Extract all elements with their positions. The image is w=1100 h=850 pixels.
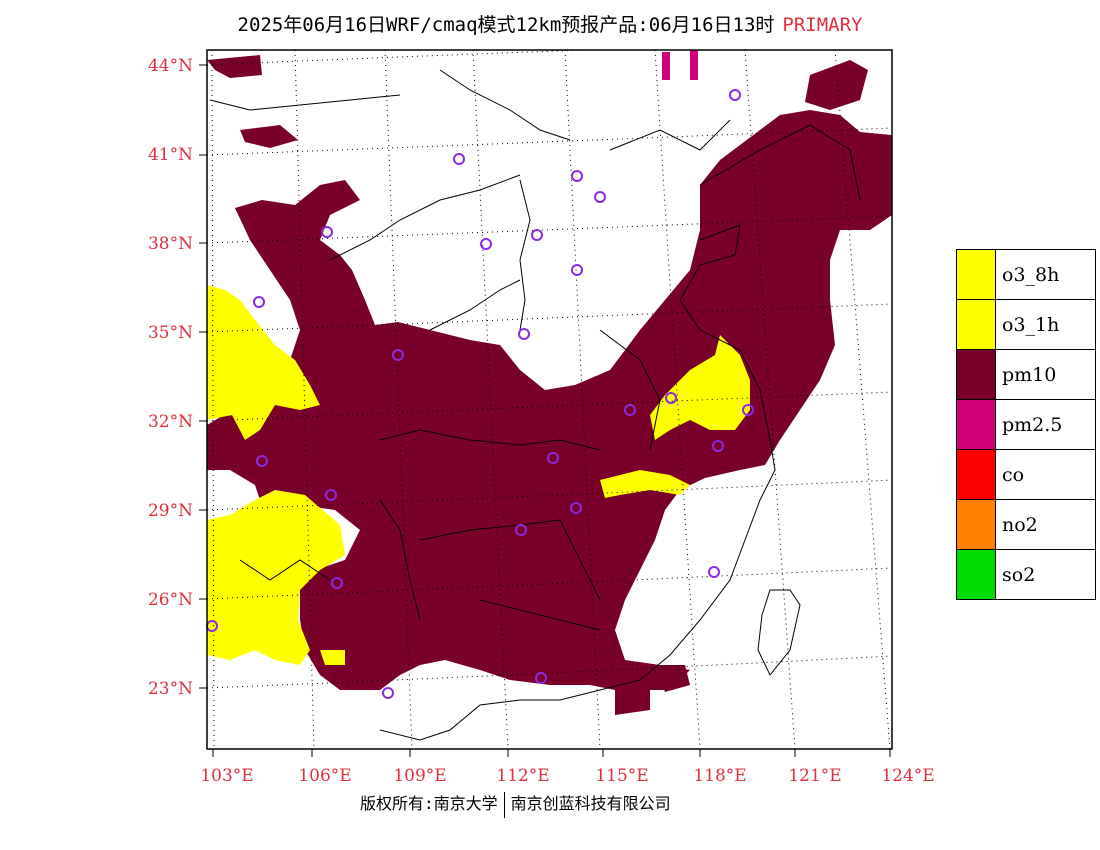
lon-label: 109°E [393, 766, 446, 786]
lat-label: 41°N [148, 145, 193, 165]
legend-swatch [957, 300, 996, 349]
pm10-patch [240, 125, 298, 148]
legend-label: no2 [1002, 513, 1038, 536]
station-marker [535, 672, 547, 684]
legend-swatch [957, 450, 996, 499]
pm10-patch [805, 60, 868, 110]
legend-item-pm10: pm10 [956, 349, 1096, 399]
title-tag: PRIMARY [782, 14, 863, 36]
lat-label: 32°N [148, 412, 193, 432]
legend-label: pm2.5 [1002, 413, 1063, 436]
lon-label: 118°E [693, 766, 746, 786]
station-marker [712, 440, 724, 452]
station-marker [480, 238, 492, 250]
station-marker [531, 229, 543, 241]
lat-label: 44°N [148, 56, 193, 76]
station-marker [571, 264, 583, 276]
station-marker [253, 296, 265, 308]
station-marker [453, 153, 465, 165]
legend: o3_8h o3_1h pm10 pm2.5 co no2 so2 [956, 249, 1096, 600]
legend-item-o3-8h: o3_8h [956, 249, 1096, 299]
o3-region [650, 335, 750, 440]
graticule [207, 50, 892, 749]
legend-item-pm25: pm2.5 [956, 399, 1096, 449]
station-marker [382, 687, 394, 699]
pm10-patch [207, 55, 262, 78]
longitude-labels: 103°E 106°E 109°E 112°E 115°E 118°E 121°… [200, 766, 934, 786]
legend-item-o3-1h: o3_1h [956, 299, 1096, 349]
station-marker [515, 524, 527, 536]
map-content [207, 50, 892, 749]
o3-region [600, 470, 690, 498]
lat-label: 35°N [148, 323, 193, 343]
station-marker [321, 226, 333, 238]
o3-region [207, 490, 345, 665]
legend-label: so2 [1002, 563, 1036, 586]
lon-label: 103°E [200, 766, 253, 786]
lat-label: 38°N [148, 234, 193, 254]
station-marker [594, 191, 606, 203]
o3-region [320, 650, 345, 665]
lon-label: 115°E [595, 766, 648, 786]
lat-label: 26°N [148, 590, 193, 610]
legend-swatch [957, 500, 996, 549]
footer-right: 南京创蓝科技有限公司 [510, 794, 671, 813]
legend-label: co [1002, 463, 1025, 486]
station-marker [547, 452, 559, 464]
boundary-lines [209, 69, 861, 741]
legend-swatch [957, 550, 996, 599]
pm10-region [207, 110, 892, 690]
legend-label: pm10 [1002, 363, 1057, 386]
station-marker [708, 566, 720, 578]
legend-item-no2: no2 [956, 499, 1096, 549]
legend-swatch [957, 400, 996, 449]
legend-swatch [957, 350, 996, 399]
station-marker [742, 404, 754, 416]
station-marker [571, 170, 583, 182]
station-marker [665, 392, 677, 404]
latitude-labels: 44°N 41°N 38°N 35°N 32°N 29°N 26°N 23°N [148, 56, 193, 699]
axis-ticks [199, 64, 891, 757]
lon-label: 106°E [298, 766, 351, 786]
legend-item-co: co [956, 449, 1096, 499]
copyright-footer: 版权所有:南京大学 南京创蓝科技有限公司 [360, 790, 671, 818]
map-title: 2025年06月16日WRF/cmaq模式12km预报产品:06月16日13时 P… [0, 10, 1100, 37]
pm10-patch [615, 690, 650, 715]
footer-separator [503, 791, 505, 818]
legend-label: o3_8h [1002, 263, 1060, 286]
station-marker [325, 489, 337, 501]
lon-label: 112°E [496, 766, 549, 786]
station-marker [729, 89, 741, 101]
station-marker [624, 404, 636, 416]
title-main: 2025年06月16日WRF/cmaq模式12km预报产品:06月16日13时 [237, 14, 775, 36]
map-frame [206, 49, 893, 750]
lat-label: 23°N [148, 679, 193, 699]
station-marker [256, 455, 268, 467]
station-marker [331, 577, 343, 589]
station-marker [570, 502, 582, 514]
station-marker [518, 328, 530, 340]
legend-swatch [957, 250, 996, 299]
pm25-patch [662, 52, 670, 80]
station-marker [392, 349, 404, 361]
lon-label: 124°E [881, 766, 934, 786]
o3-region [207, 285, 320, 440]
station-markers [206, 89, 754, 699]
pm10-patch [655, 665, 690, 692]
legend-label: o3_1h [1002, 313, 1060, 336]
footer-left: 版权所有:南京大学 [360, 794, 498, 813]
pm25-patch [690, 50, 698, 80]
lat-label: 29°N [148, 501, 193, 521]
lon-label: 121°E [788, 766, 841, 786]
legend-item-so2: so2 [956, 549, 1096, 600]
